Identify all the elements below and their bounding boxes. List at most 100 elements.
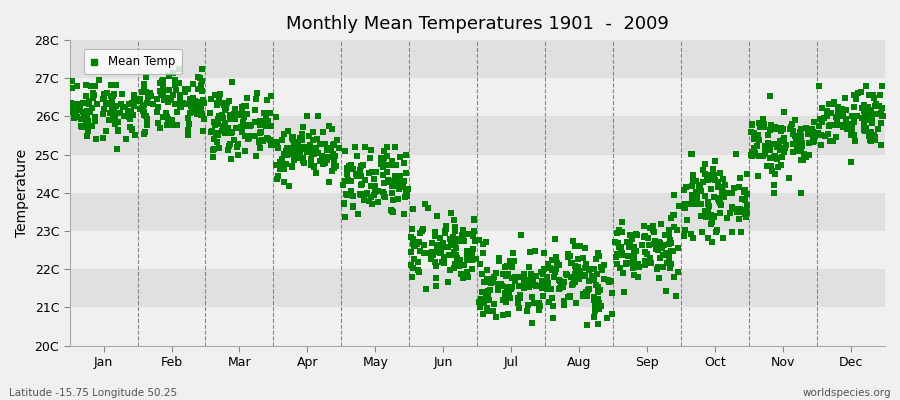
- Point: [155, 78, 169, 84]
- Point: [99, 128, 113, 134]
- Point: [218, 120, 232, 126]
- Point: [139, 88, 153, 95]
- Point: [830, 117, 844, 123]
- Point: [495, 283, 509, 290]
- Point: [306, 163, 320, 170]
- Point: [656, 263, 670, 270]
- Point: [258, 116, 273, 122]
- Point: [590, 284, 605, 290]
- Point: [491, 258, 506, 264]
- Point: [101, 100, 115, 106]
- Point: [794, 133, 808, 140]
- Point: [581, 266, 596, 273]
- Point: [132, 106, 147, 112]
- Point: [868, 137, 882, 144]
- Point: [485, 279, 500, 286]
- Point: [196, 116, 211, 122]
- Point: [302, 146, 316, 153]
- Point: [170, 122, 184, 128]
- Point: [645, 226, 660, 233]
- Point: [667, 192, 681, 198]
- Point: [859, 107, 873, 114]
- Point: [789, 138, 804, 145]
- Point: [630, 274, 644, 280]
- Point: [255, 137, 269, 143]
- Point: [591, 296, 606, 302]
- Point: [381, 179, 395, 185]
- Point: [158, 110, 173, 116]
- Point: [794, 137, 808, 143]
- Point: [382, 162, 396, 168]
- Legend: Mean Temp: Mean Temp: [84, 49, 182, 74]
- Point: [536, 265, 551, 272]
- Point: [500, 311, 515, 318]
- Point: [808, 133, 823, 140]
- Point: [713, 170, 727, 176]
- Point: [160, 116, 175, 122]
- Point: [806, 131, 821, 138]
- Point: [636, 234, 651, 241]
- Point: [190, 111, 204, 118]
- Point: [190, 107, 204, 113]
- Point: [220, 147, 235, 153]
- Point: [782, 174, 796, 181]
- Text: worldspecies.org: worldspecies.org: [803, 388, 891, 398]
- Point: [397, 210, 411, 217]
- Point: [873, 110, 887, 116]
- Point: [587, 276, 601, 283]
- Point: [122, 116, 137, 122]
- Point: [663, 265, 678, 272]
- Point: [381, 177, 395, 183]
- Point: [747, 133, 761, 140]
- Point: [380, 152, 394, 159]
- Point: [568, 243, 582, 249]
- Point: [173, 91, 187, 98]
- Point: [495, 297, 509, 304]
- Point: [464, 266, 479, 272]
- Point: [707, 212, 722, 219]
- Point: [847, 119, 861, 125]
- Point: [861, 104, 876, 110]
- Point: [295, 137, 310, 143]
- Point: [861, 133, 876, 140]
- Point: [837, 106, 851, 113]
- Point: [662, 253, 676, 259]
- Point: [127, 102, 141, 108]
- Point: [705, 212, 719, 218]
- Point: [468, 238, 482, 244]
- Point: [739, 214, 753, 221]
- Point: [629, 231, 643, 238]
- Point: [106, 93, 121, 100]
- Point: [243, 132, 257, 139]
- Point: [692, 183, 706, 189]
- Point: [151, 120, 166, 126]
- Point: [399, 186, 413, 192]
- Point: [784, 124, 798, 130]
- Point: [854, 114, 868, 121]
- Point: [230, 144, 244, 150]
- Point: [583, 266, 598, 272]
- Point: [285, 134, 300, 140]
- Point: [504, 258, 518, 264]
- Point: [833, 111, 848, 117]
- Point: [669, 293, 683, 299]
- Point: [111, 128, 125, 134]
- Point: [758, 145, 772, 152]
- Point: [84, 82, 98, 89]
- Point: [602, 279, 616, 286]
- Point: [786, 128, 800, 134]
- Point: [124, 100, 139, 106]
- Point: [180, 132, 194, 139]
- Point: [528, 273, 543, 279]
- Point: [475, 250, 490, 256]
- Point: [729, 150, 743, 157]
- Point: [410, 259, 425, 265]
- Point: [184, 107, 199, 113]
- Point: [263, 110, 277, 116]
- Point: [546, 315, 561, 321]
- Point: [344, 192, 358, 198]
- Point: [857, 119, 871, 125]
- Point: [139, 113, 153, 119]
- Point: [428, 233, 443, 240]
- Point: [419, 250, 434, 256]
